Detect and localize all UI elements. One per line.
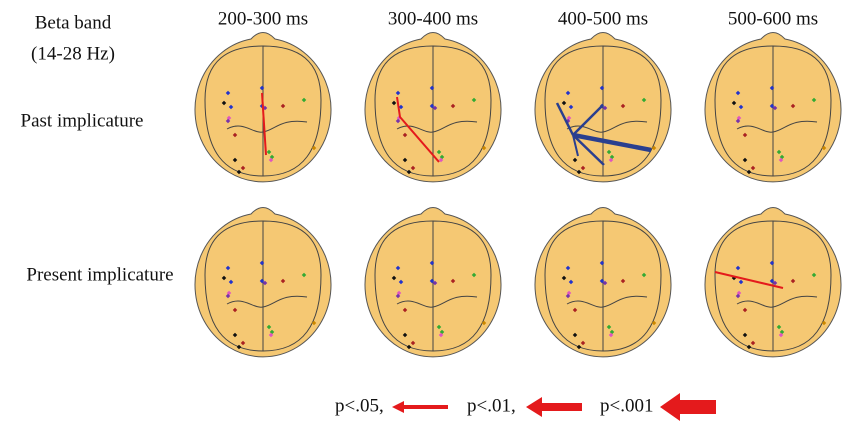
band-label: (14-28 Hz) [31,43,115,64]
row-label: Past implicature [21,110,144,131]
band-label: Beta band [35,12,112,33]
legend-label: p<.05, [335,395,384,416]
legend-label: p<.01, [467,395,516,416]
legend-arrow [526,397,582,417]
legend-label: p<.001 [600,395,653,416]
legend-arrow [660,393,716,421]
column-header: 300-400 ms [388,8,478,29]
row-label: Present implicature [26,264,173,285]
head-maps [195,33,841,357]
figure: Beta band (14-28 Hz) 200-300 ms 300-400 … [0,0,843,422]
column-header: 200-300 ms [218,8,308,29]
column-header: 400-500 ms [558,8,648,29]
legend-arrow [392,401,448,413]
column-header: 500-600 ms [728,8,818,29]
